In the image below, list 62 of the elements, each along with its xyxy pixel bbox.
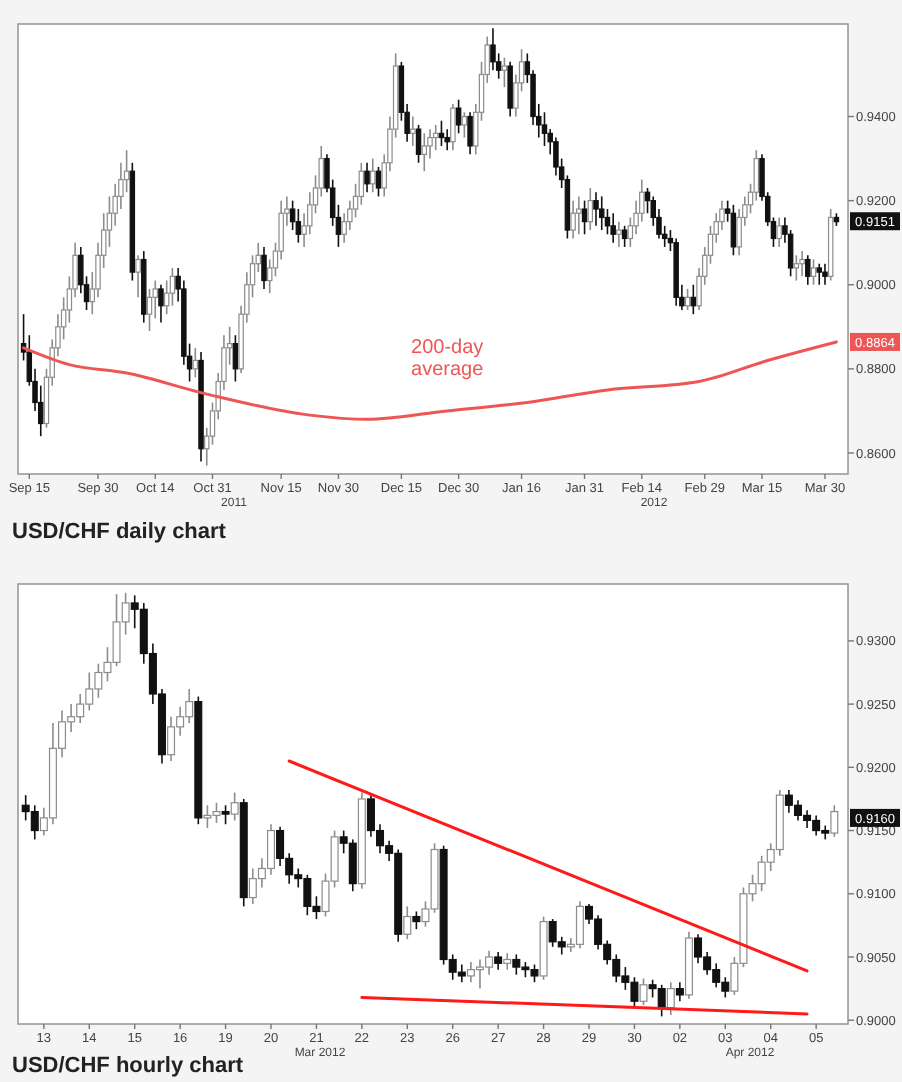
candlestick bbox=[799, 250, 805, 278]
candlestick bbox=[816, 262, 822, 286]
candlestick bbox=[822, 262, 828, 286]
candlestick bbox=[370, 157, 376, 194]
candlestick bbox=[30, 804, 39, 841]
candlestick bbox=[375, 166, 382, 198]
candlestick bbox=[450, 103, 456, 151]
text: USD/CHF hourly chart bbox=[12, 1054, 244, 1078]
candlestick bbox=[415, 124, 422, 164]
candlestick bbox=[403, 905, 412, 941]
candlestick bbox=[444, 128, 450, 151]
candlestick bbox=[266, 823, 275, 876]
candlestick bbox=[575, 900, 584, 949]
candlestick bbox=[512, 953, 521, 976]
candlestick bbox=[348, 838, 357, 893]
candlestick bbox=[621, 225, 628, 248]
candlestick bbox=[694, 933, 703, 965]
candlestick bbox=[261, 246, 267, 290]
candlestick bbox=[830, 804, 839, 838]
candlestick bbox=[455, 98, 462, 135]
candlestick bbox=[421, 132, 428, 172]
candlestick bbox=[232, 334, 239, 383]
candlestick bbox=[541, 111, 548, 147]
candlestick bbox=[793, 254, 800, 282]
candlestick bbox=[230, 791, 239, 822]
candlestick bbox=[581, 199, 588, 236]
line-series bbox=[22, 340, 838, 421]
candlestick bbox=[675, 981, 684, 1003]
candlestick bbox=[295, 208, 302, 244]
candlestick bbox=[221, 804, 230, 826]
candlestick bbox=[276, 825, 285, 867]
candlestick bbox=[432, 124, 439, 151]
candlestick bbox=[467, 111, 473, 156]
candlestick bbox=[461, 111, 468, 139]
text: USD/CHF daily chart bbox=[12, 520, 227, 544]
candlestick bbox=[169, 267, 176, 307]
candlestick bbox=[135, 254, 141, 299]
candlestick bbox=[507, 61, 513, 118]
candlestick bbox=[570, 199, 576, 240]
candlestick bbox=[730, 204, 737, 257]
candlestick bbox=[410, 115, 416, 147]
candlestick bbox=[501, 56, 508, 88]
candlestick bbox=[167, 715, 176, 762]
candlestick bbox=[503, 952, 512, 971]
candlestick bbox=[616, 220, 622, 248]
candlestick bbox=[146, 288, 153, 332]
candlestick bbox=[639, 977, 648, 1006]
candlestick bbox=[364, 161, 370, 194]
candlestick bbox=[598, 195, 605, 231]
candlestick bbox=[776, 216, 782, 248]
candlestick bbox=[610, 212, 616, 244]
candlestick bbox=[810, 258, 817, 286]
candlestick bbox=[576, 195, 582, 236]
candlestick bbox=[490, 27, 496, 72]
series-label: 200-day average bbox=[411, 336, 485, 381]
candlestick bbox=[805, 254, 811, 286]
candlestick bbox=[657, 984, 666, 1018]
candlestick bbox=[587, 187, 594, 231]
candlestick bbox=[192, 347, 199, 379]
candlestick bbox=[666, 981, 675, 1016]
candlestick bbox=[158, 283, 164, 324]
candlestick bbox=[593, 191, 599, 227]
